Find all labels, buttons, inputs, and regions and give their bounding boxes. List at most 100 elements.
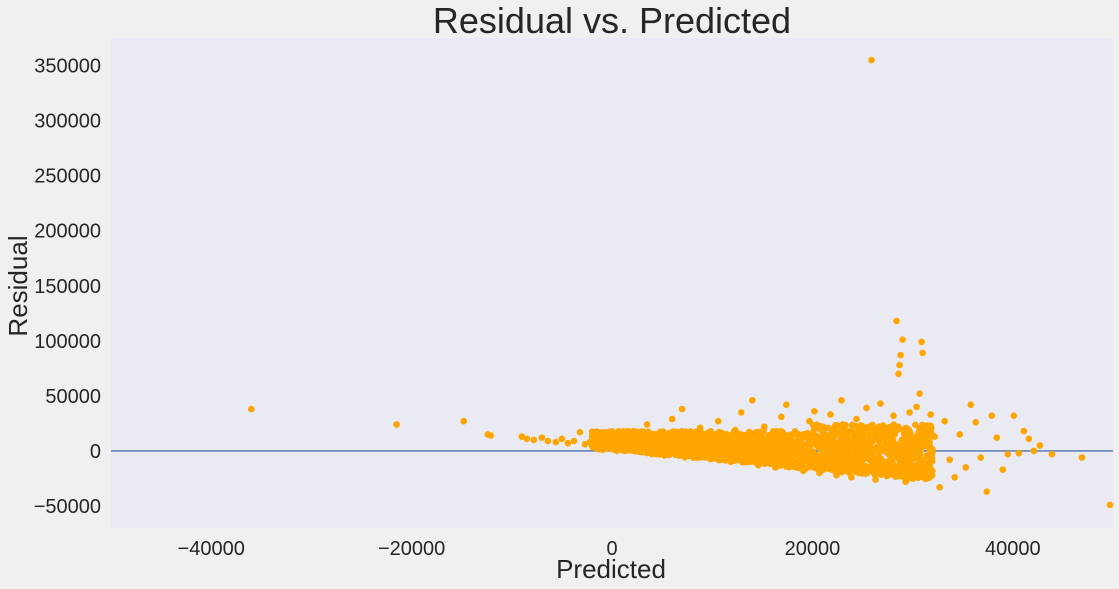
data-point xyxy=(739,456,746,463)
data-point xyxy=(701,454,708,461)
data-point xyxy=(914,464,922,471)
data-point xyxy=(863,404,870,412)
data-point xyxy=(776,428,784,435)
data-point xyxy=(850,428,857,436)
data-point xyxy=(928,451,935,459)
data-point xyxy=(1030,447,1038,455)
data-point xyxy=(564,439,572,447)
data-point xyxy=(803,445,811,453)
data-point xyxy=(601,444,608,451)
y-tick-label: −50000 xyxy=(34,496,101,518)
data-point xyxy=(552,438,560,446)
data-point xyxy=(819,428,827,436)
data-point xyxy=(684,429,691,437)
data-point xyxy=(999,466,1007,473)
y-tick-label: 150000 xyxy=(34,276,101,298)
x-tick-label: −20000 xyxy=(378,538,445,560)
data-point xyxy=(518,433,526,440)
data-point xyxy=(983,488,991,495)
data-point xyxy=(928,429,935,436)
data-point xyxy=(905,426,913,433)
data-point xyxy=(769,437,776,445)
data-point xyxy=(767,460,774,468)
data-point xyxy=(793,464,800,471)
data-point xyxy=(905,447,912,454)
data-point xyxy=(827,466,834,473)
data-point xyxy=(715,431,723,438)
data-point xyxy=(900,430,908,437)
data-point xyxy=(652,443,660,450)
data-point xyxy=(916,451,923,459)
data-point xyxy=(1004,450,1012,458)
data-point xyxy=(806,435,813,443)
data-point xyxy=(896,361,903,369)
data-point xyxy=(832,421,839,429)
x-tick-label: −40000 xyxy=(178,538,245,560)
data-point xyxy=(781,437,789,445)
data-point xyxy=(821,450,829,458)
data-point xyxy=(664,431,671,439)
data-point xyxy=(956,431,963,438)
data-point xyxy=(925,458,932,465)
data-point xyxy=(900,440,908,448)
data-point xyxy=(941,417,948,425)
data-point xyxy=(794,439,801,446)
data-point xyxy=(899,336,906,344)
x-axis-label: Predicted xyxy=(556,554,666,584)
data-point xyxy=(665,447,672,454)
data-point xyxy=(890,412,897,419)
data-point xyxy=(856,458,864,465)
data-point xyxy=(877,400,884,407)
data-point xyxy=(1020,427,1028,435)
data-point xyxy=(659,440,667,448)
data-point xyxy=(890,462,897,469)
data-point xyxy=(602,434,610,441)
data-point xyxy=(888,457,896,465)
data-point xyxy=(617,434,624,442)
data-point xyxy=(771,444,778,451)
data-point xyxy=(898,448,905,455)
data-point xyxy=(873,428,881,435)
y-tick-label: 0 xyxy=(90,441,101,463)
data-point xyxy=(844,445,852,452)
data-point xyxy=(763,442,770,450)
data-point xyxy=(839,466,847,473)
data-point xyxy=(908,462,915,469)
data-point xyxy=(920,427,927,434)
data-point xyxy=(895,370,902,378)
data-point xyxy=(643,421,651,428)
data-point xyxy=(901,473,908,480)
data-point xyxy=(846,465,853,473)
data-point xyxy=(885,430,893,437)
data-point xyxy=(1048,450,1056,458)
data-point xyxy=(866,437,873,444)
data-point xyxy=(821,461,829,469)
x-tick-label: 20000 xyxy=(785,538,841,560)
data-point xyxy=(523,435,531,443)
data-point xyxy=(745,428,753,436)
data-point xyxy=(805,452,812,460)
data-point xyxy=(591,443,598,450)
data-point xyxy=(861,447,868,454)
data-point xyxy=(927,411,934,418)
data-point xyxy=(677,435,685,442)
y-tick-label: 350000 xyxy=(34,56,101,78)
data-point xyxy=(785,447,793,454)
data-point xyxy=(918,338,925,346)
data-point xyxy=(786,453,793,461)
data-point xyxy=(811,407,818,415)
data-point xyxy=(838,440,846,447)
y-tick-label: 50000 xyxy=(45,386,101,408)
y-tick-label: 250000 xyxy=(34,166,101,188)
data-point xyxy=(733,440,741,448)
data-point xyxy=(1025,435,1033,443)
data-point xyxy=(850,459,857,467)
data-point xyxy=(787,431,795,438)
data-point xyxy=(852,448,860,456)
data-point xyxy=(967,401,975,408)
data-point xyxy=(841,449,848,456)
data-point xyxy=(893,317,900,325)
data-point xyxy=(906,409,913,416)
data-point xyxy=(393,421,400,428)
